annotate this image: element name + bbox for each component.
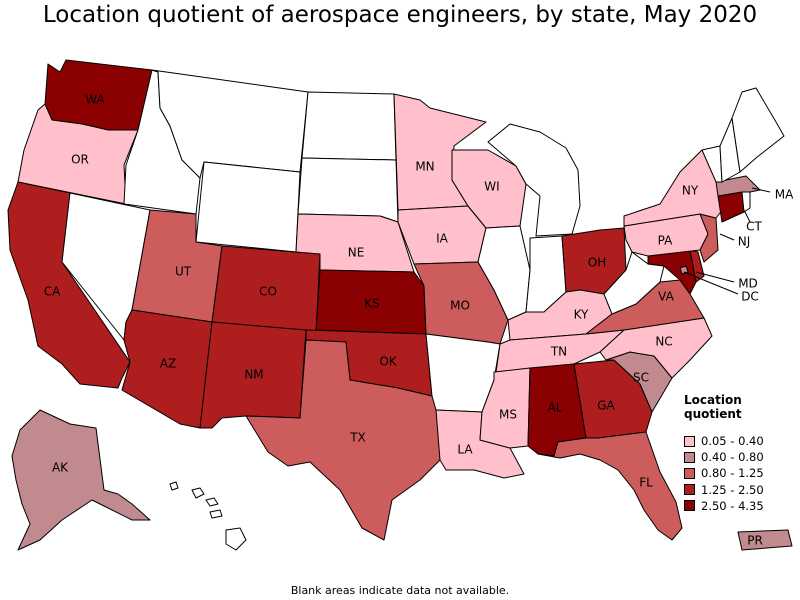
state-mi[interactable] <box>487 123 581 237</box>
state-label-ct: CT <box>746 220 762 234</box>
legend-label: 0.80 - 1.25 <box>701 466 764 481</box>
state-label-al: AL <box>548 401 563 415</box>
state-label-tx: TX <box>349 431 366 445</box>
state-ma[interactable] <box>715 175 761 197</box>
state-label-wi: WI <box>484 180 499 194</box>
state-label-ia: IA <box>436 232 449 246</box>
state-or[interactable] <box>17 103 139 205</box>
legend-item: 2.50 - 4.35 <box>684 498 796 514</box>
state-label-nc: NC <box>655 335 672 349</box>
state-label-co: CO <box>259 285 277 299</box>
legend-swatch <box>684 451 695 463</box>
state-label-ny: NY <box>682 184 699 198</box>
state-nd[interactable] <box>301 91 397 161</box>
state-label-az: AZ <box>160 357 176 371</box>
legend-swatch <box>684 467 695 479</box>
legend-swatch <box>684 484 695 496</box>
legend-label: 0.05 - 0.40 <box>701 434 764 449</box>
state-label-ak: AK <box>52 461 69 475</box>
state-label-ut: UT <box>175 265 192 279</box>
state-ak[interactable] <box>11 409 151 551</box>
state-label-ok: OK <box>379 355 397 369</box>
legend-swatch <box>684 435 695 447</box>
state-sd[interactable] <box>297 157 399 223</box>
state-label-nm: NM <box>244 368 263 382</box>
state-label-tn: TN <box>550 345 567 359</box>
legend-swatch <box>684 500 695 512</box>
state-fl[interactable] <box>537 431 683 541</box>
state-nm[interactable] <box>199 321 307 429</box>
state-hi[interactable] <box>169 481 247 551</box>
state-label-ma: MA <box>775 188 794 202</box>
legend-item: 1.25 - 2.50 <box>684 482 796 498</box>
state-label-md: MD <box>738 277 758 291</box>
state-label-ky: KY <box>574 308 589 322</box>
legend-item: 0.40 - 0.80 <box>684 449 796 465</box>
state-label-mn: MN <box>415 160 434 174</box>
map-title: Location quotient of aerospace engineers… <box>42 2 758 28</box>
legend-title: Location quotient <box>684 393 742 421</box>
state-labels: WA OR CA UT CO AZ NM KS OK TX NE MN IA MO WI NY PA OH KY TN… <box>44 93 794 548</box>
state-label-pa: PA <box>658 234 673 248</box>
state-de[interactable] <box>689 249 705 283</box>
state-label-oh: OH <box>588 256 606 270</box>
state-dc[interactable] <box>679 265 689 275</box>
legend-label: 2.50 - 4.35 <box>701 498 764 513</box>
state-label-mo: MO <box>450 299 470 313</box>
state-label-ca: CA <box>44 285 61 299</box>
state-ri[interactable] <box>741 191 751 213</box>
state-label-or: OR <box>71 153 89 167</box>
legend-label: 1.25 - 2.50 <box>701 482 764 497</box>
state-label-pr: PR <box>747 534 763 548</box>
state-wy[interactable] <box>195 161 301 253</box>
legend-label: 0.40 - 0.80 <box>701 450 764 465</box>
leader-lines <box>683 187 771 295</box>
state-label-ga: GA <box>597 399 615 413</box>
state-label-wa: WA <box>85 93 105 107</box>
state-label-fl: FL <box>639 476 653 490</box>
state-label-nj: NJ <box>738 235 751 249</box>
legend-rows: 0.05 - 0.40 0.40 - 0.80 0.80 - 1.25 1.25 - … <box>684 433 796 514</box>
legend-item: 0.05 - 0.40 <box>684 433 796 449</box>
state-label-la: LA <box>457 443 473 457</box>
state-label-va: VA <box>658 290 674 304</box>
state-me[interactable] <box>731 87 785 173</box>
state-label-ks: KS <box>364 297 380 311</box>
legend: Location quotient 0.05 - 0.40 0.40 - 0.80… <box>684 393 796 514</box>
state-label-sc: SC <box>633 371 649 385</box>
state-ct[interactable] <box>717 191 745 223</box>
state-pr[interactable] <box>737 529 793 551</box>
state-label-ne: NE <box>348 246 365 260</box>
state-tx[interactable] <box>245 339 441 541</box>
footnote: Blank areas indicate data not available. <box>290 584 510 597</box>
state-label-ms: MS <box>499 408 517 422</box>
legend-item: 0.80 - 1.25 <box>684 465 796 481</box>
state-label-dc: DC <box>741 290 759 304</box>
